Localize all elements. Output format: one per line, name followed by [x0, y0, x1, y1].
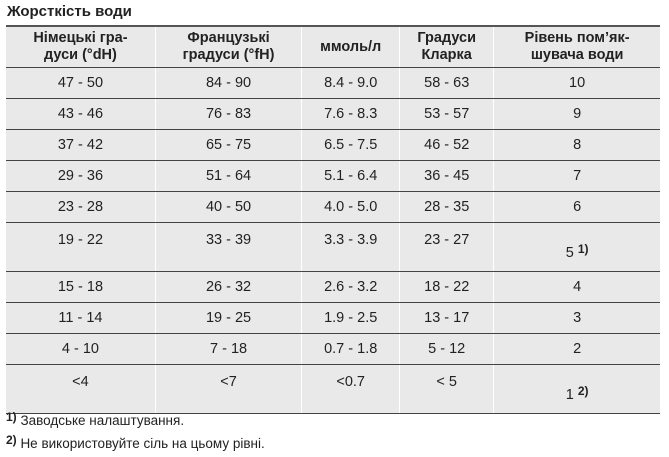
- table-cell: 29 - 36: [6, 160, 156, 192]
- table-cell: <0.7: [301, 364, 400, 414]
- table-cell: 43 - 46: [6, 98, 156, 130]
- table-cell: 5 - 12: [399, 333, 494, 365]
- level-value: 3: [573, 310, 582, 326]
- table-cell: 1.9 - 2.5: [301, 302, 400, 334]
- footnote-ref: 2): [577, 383, 589, 398]
- table-cell: 5.1 - 6.4: [301, 160, 400, 192]
- table-cell: 8: [493, 129, 660, 161]
- table-cell: 3: [493, 302, 660, 334]
- table-row: 23 - 28 40 - 50 4.0 - 5.0 28 - 35 6: [6, 191, 660, 223]
- level-value: 8: [573, 137, 582, 153]
- table-cell: 7.6 - 8.3: [301, 98, 400, 130]
- table-cell: 40 - 50: [154, 191, 302, 223]
- column-header: Німецькі гра- дуси (°dH): [6, 26, 156, 68]
- table-cell: 2.6 - 3.2: [301, 271, 400, 303]
- table-cell: 0.7 - 1.8: [301, 333, 400, 365]
- table-cell: 18 - 22: [399, 271, 494, 303]
- table-row: 43 - 46 76 - 83 7.6 - 8.3 53 - 57 9: [6, 98, 660, 130]
- level-value: 4: [573, 279, 582, 295]
- level-value: 9: [573, 106, 582, 122]
- table-cell: 58 - 63: [399, 67, 494, 99]
- table-cell: 15 - 18: [6, 271, 156, 303]
- table-cell: <4: [6, 364, 156, 414]
- table-cell: 4: [493, 271, 660, 303]
- column-header: Французькі градуси (°fH): [154, 26, 302, 68]
- table-row: 19 - 22 33 - 39 3.3 - 3.9 23 - 27 5 1): [6, 222, 660, 272]
- table-cell: 65 - 75: [154, 129, 302, 161]
- table-row: 4 - 10 7 - 18 0.7 - 1.8 5 - 12 2: [6, 333, 660, 365]
- table-cell: 1 2): [493, 364, 660, 414]
- table-cell: 5 1): [493, 222, 660, 272]
- table-row: 29 - 36 51 - 64 5.1 - 6.4 36 - 45 7: [6, 160, 660, 192]
- table-cell: 2: [493, 333, 660, 365]
- table-cell: 47 - 50: [6, 67, 156, 99]
- table-cell: 4.0 - 5.0: [301, 191, 400, 223]
- level-value: 6: [573, 199, 582, 215]
- level-value: 5: [565, 244, 574, 261]
- footnote-2: 2) Не використовуйте сіль на цьому рівні…: [6, 433, 265, 451]
- table-row: 15 - 18 26 - 32 2.6 - 3.2 18 - 22 4: [6, 271, 660, 303]
- footnote-mark: 1): [6, 410, 17, 424]
- table-cell: 46 - 52: [399, 129, 494, 161]
- table-cell: 23 - 27: [399, 222, 494, 272]
- footnote-text: Заводське налаштування.: [20, 413, 185, 428]
- level-value: 2: [573, 341, 582, 357]
- table-cell: 26 - 32: [154, 271, 302, 303]
- table-cell: 37 - 42: [6, 129, 156, 161]
- table-cell: 6.5 - 7.5: [301, 129, 400, 161]
- table-cell: 6: [493, 191, 660, 223]
- footnote-mark: 2): [6, 433, 17, 447]
- table-cell: 3.3 - 3.9: [301, 222, 400, 272]
- column-header: Рівень пом’як- шувача води: [493, 26, 660, 68]
- table-row: 47 - 50 84 - 90 8.4 - 9.0 58 - 63 10: [6, 67, 660, 99]
- table-cell: 7 - 18: [154, 333, 302, 365]
- table-cell: 11 - 14: [6, 302, 156, 334]
- table-header: Німецькі гра- дуси (°dH) Французькі граду…: [6, 26, 660, 68]
- table-cell: 9: [493, 98, 660, 130]
- table-row: 11 - 14 19 - 25 1.9 - 2.5 13 - 17 3: [6, 302, 660, 334]
- table-cell: 19 - 25: [154, 302, 302, 334]
- table-cell: 7: [493, 160, 660, 192]
- table-cell: 8.4 - 9.0: [301, 67, 400, 99]
- table-cell: 36 - 45: [399, 160, 494, 192]
- table-cell: 4 - 10: [6, 333, 156, 365]
- footnote-ref: 1): [577, 241, 589, 256]
- table-cell: 76 - 83: [154, 98, 302, 130]
- water-hardness-table: Німецькі гра- дуси (°dH) Французькі граду…: [6, 25, 660, 414]
- table-cell: 33 - 39: [154, 222, 302, 272]
- table-cell: 28 - 35: [399, 191, 494, 223]
- table-cell: <7: [154, 364, 302, 414]
- table-cell: 51 - 64: [154, 160, 302, 192]
- table-cell: 23 - 28: [6, 191, 156, 223]
- level-value: 10: [569, 75, 586, 91]
- table-cell: 13 - 17: [399, 302, 494, 334]
- page-title: Жорсткість води: [7, 3, 132, 20]
- table-cell: 84 - 90: [154, 67, 302, 99]
- footnote-text: Не використовуйте сіль на цьому рівні.: [20, 436, 265, 451]
- table-cell: 19 - 22: [6, 222, 156, 272]
- footnote-1: 1) Заводське налаштування.: [6, 410, 184, 428]
- level-value: 7: [573, 168, 582, 184]
- table-cell: < 5: [399, 364, 494, 414]
- column-header: ммоль/л: [301, 26, 400, 68]
- table-row: 37 - 42 65 - 75 6.5 - 7.5 46 - 52 8: [6, 129, 660, 161]
- table-cell: 53 - 57: [399, 98, 494, 130]
- column-header: Градуси Кларка: [399, 26, 494, 68]
- level-value: 1: [565, 386, 574, 403]
- table-cell: 10: [493, 67, 660, 99]
